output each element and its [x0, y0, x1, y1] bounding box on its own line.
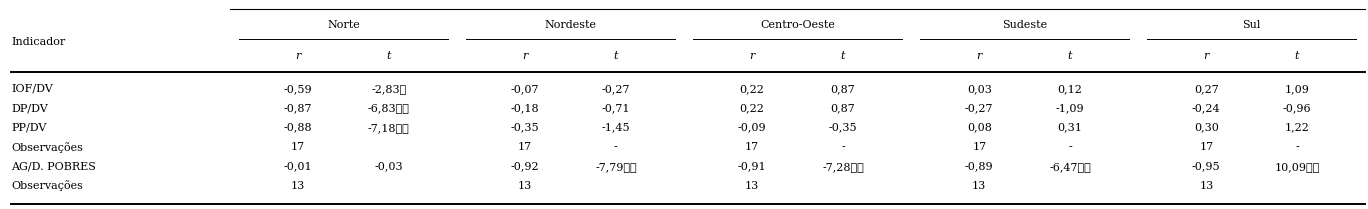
- Text: -2,83⋆: -2,83⋆: [371, 84, 406, 94]
- Text: -0,09: -0,09: [737, 123, 766, 133]
- Text: -0,27: -0,27: [602, 84, 631, 94]
- Text: Norte: Norte: [327, 20, 360, 30]
- Text: 0,22: 0,22: [740, 103, 765, 113]
- Text: -0,71: -0,71: [602, 103, 631, 113]
- Text: 13: 13: [746, 181, 759, 191]
- Text: 1,22: 1,22: [1285, 123, 1309, 133]
- Text: -0,03: -0,03: [375, 162, 404, 172]
- Text: -: -: [614, 142, 618, 152]
- Text: t: t: [387, 51, 391, 61]
- Text: -7,28⋆⋆: -7,28⋆⋆: [822, 162, 863, 172]
- Text: Indicador: Indicador: [11, 37, 66, 47]
- Text: Nordeste: Nordeste: [544, 20, 596, 30]
- Text: 17: 17: [746, 142, 759, 152]
- Text: -1,09: -1,09: [1056, 103, 1085, 113]
- Text: AG/D. POBRES: AG/D. POBRES: [11, 162, 96, 172]
- Text: IOF/DV: IOF/DV: [11, 84, 53, 94]
- Text: t: t: [1068, 51, 1073, 61]
- Text: -7,79⋆⋆: -7,79⋆⋆: [595, 162, 636, 172]
- Text: 0,03: 0,03: [967, 84, 992, 94]
- Text: PP/DV: PP/DV: [11, 123, 47, 133]
- Text: t: t: [614, 51, 618, 61]
- Text: 0,31: 0,31: [1057, 123, 1082, 133]
- Text: r: r: [977, 51, 982, 61]
- Text: 17: 17: [291, 142, 305, 152]
- Text: 0,30: 0,30: [1194, 123, 1219, 133]
- Text: DP/DV: DP/DV: [11, 103, 48, 113]
- Text: -0,88: -0,88: [283, 123, 312, 133]
- Text: 13: 13: [1200, 181, 1213, 191]
- Text: 17: 17: [1200, 142, 1213, 152]
- Text: r: r: [295, 51, 301, 61]
- Text: 0,87: 0,87: [830, 103, 855, 113]
- Text: 17: 17: [518, 142, 532, 152]
- Text: 0,22: 0,22: [740, 84, 765, 94]
- Text: 0,08: 0,08: [967, 123, 992, 133]
- Text: 0,12: 0,12: [1057, 84, 1082, 94]
- Text: r: r: [1204, 51, 1209, 61]
- Text: 0,87: 0,87: [830, 84, 855, 94]
- Text: t: t: [1295, 51, 1300, 61]
- Text: -: -: [841, 142, 845, 152]
- Text: Observações: Observações: [11, 142, 83, 153]
- Text: 13: 13: [973, 181, 986, 191]
- Text: 17: 17: [973, 142, 986, 152]
- Text: 13: 13: [518, 181, 532, 191]
- Text: -0,27: -0,27: [964, 103, 993, 113]
- Text: -0,35: -0,35: [829, 123, 858, 133]
- Text: -0,87: -0,87: [283, 103, 312, 113]
- Text: -: -: [1068, 142, 1073, 152]
- Text: 13: 13: [291, 181, 305, 191]
- Text: -0,18: -0,18: [510, 103, 539, 113]
- Text: -7,18⋆⋆: -7,18⋆⋆: [368, 123, 409, 133]
- Text: 0,27: 0,27: [1194, 84, 1219, 94]
- Text: -0,24: -0,24: [1192, 103, 1220, 113]
- Text: -0,35: -0,35: [510, 123, 539, 133]
- Text: Sul: Sul: [1242, 20, 1261, 30]
- Text: 1,09: 1,09: [1285, 84, 1309, 94]
- Text: -6,83⋆⋆: -6,83⋆⋆: [368, 103, 410, 113]
- Text: -0,92: -0,92: [510, 162, 539, 172]
- Text: -0,91: -0,91: [737, 162, 766, 172]
- Text: r: r: [523, 51, 528, 61]
- Text: Observações: Observações: [11, 181, 83, 191]
- Text: -0,07: -0,07: [510, 84, 539, 94]
- Text: Sudeste: Sudeste: [1003, 20, 1047, 30]
- Text: t: t: [841, 51, 845, 61]
- Text: -: -: [1295, 142, 1300, 152]
- Text: -0,89: -0,89: [964, 162, 993, 172]
- Text: 10,09⋆⋆: 10,09⋆⋆: [1275, 162, 1320, 172]
- Text: -0,01: -0,01: [283, 162, 312, 172]
- Text: Centro-Oeste: Centro-Oeste: [761, 20, 834, 30]
- Text: -0,95: -0,95: [1192, 162, 1220, 172]
- Text: -0,96: -0,96: [1283, 103, 1312, 113]
- Text: -0,59: -0,59: [283, 84, 312, 94]
- Text: -1,45: -1,45: [602, 123, 631, 133]
- Text: r: r: [750, 51, 755, 61]
- Text: -6,47⋆⋆: -6,47⋆⋆: [1049, 162, 1090, 172]
